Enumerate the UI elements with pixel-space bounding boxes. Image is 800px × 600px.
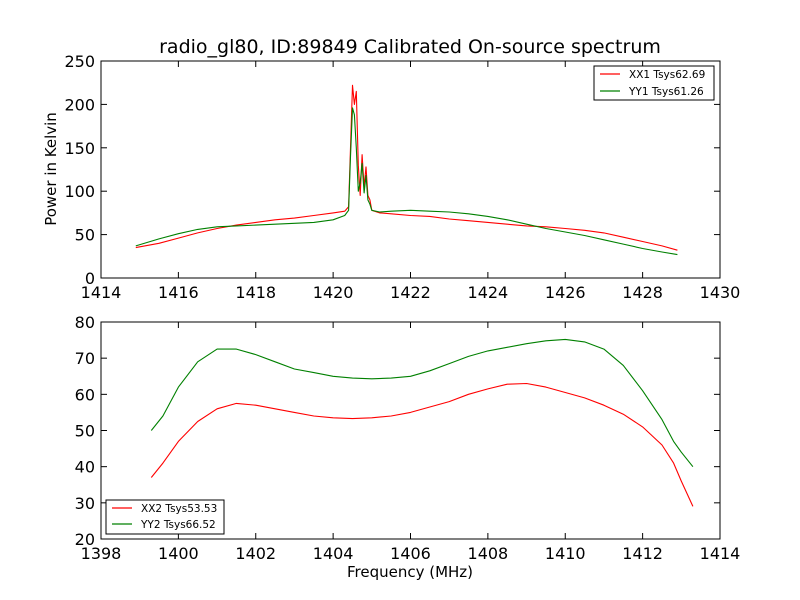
bottom-plot: 1398 1400 1402 1404 1406 1408 1410 1412 1414 20 30… [75,313,741,581]
top-ytick-label: 200 [64,95,95,114]
legend-label-xx2: XX2 Tsys53.53 [141,503,217,515]
bottom-ytick-label: 60 [75,385,95,404]
top-xtick-label: 1414 [81,283,122,302]
bottom-xtick-label: 1414 [700,544,741,563]
bottom-series-yy-line [150,338,694,468]
top-xtick-label: 1416 [158,283,199,302]
bottom-xtick-label: 1408 [468,544,509,563]
top-plot: 1414 1416 1418 1420 1422 1424 1426 1428 1430 0 50 1… [42,52,740,302]
bottom-plot-ticks: 1398 1400 1402 1404 1406 1408 1410 1412 1414 20 30… [75,313,741,563]
bottom-plot-legend: XX2 Tsys53.53 YY2 Tsys66.52 [105,499,225,535]
top-xtick-label: 1430 [700,283,741,302]
bottom-ytick-label: 80 [75,313,95,332]
top-series-yy-line [135,107,678,256]
bottom-ytick-label: 30 [75,494,95,513]
legend-label-yy2: YY2 Tsys66.52 [140,519,216,531]
bottom-series-xx-line [150,382,694,507]
top-xtick-label: 1428 [622,283,663,302]
top-plot-ylabel: Power in Kelvin [42,112,60,226]
top-ytick-label: 150 [64,139,95,158]
bottom-xtick-label: 1410 [545,544,586,563]
top-ytick-label: 50 [75,226,95,245]
top-ytick-label: 100 [64,182,95,201]
top-series-xx-line [135,84,678,251]
bottom-ytick-label: 40 [75,458,95,477]
top-xtick-label: 1422 [390,283,431,302]
bottom-ytick-label: 50 [75,422,95,441]
legend-label-yy1: YY1 Tsys61.26 [628,86,704,98]
chart-title: radio_gl80, ID:89849 Calibrated On-sourc… [159,36,661,58]
bottom-xtick-label: 1404 [313,544,354,563]
bottom-ytick-label: 70 [75,349,95,368]
bottom-plot-xlabel: Frequency (MHz) [347,563,473,581]
top-ytick-label: 250 [64,52,95,71]
bottom-ytick-label: 20 [75,530,95,549]
top-xtick-label: 1426 [545,283,586,302]
bottom-xtick-label: 1406 [390,544,431,563]
bottom-plot-series [150,338,694,507]
bottom-xtick-label: 1400 [158,544,199,563]
bottom-xtick-label: 1402 [235,544,276,563]
legend-label-xx1: XX1 Tsys62.69 [629,69,705,81]
top-plot-ticks: 1414 1416 1418 1420 1422 1424 1426 1428 1430 0 50 1… [64,52,740,302]
top-plot-legend: XX1 Tsys62.69 YY1 Tsys61.26 [593,65,715,101]
top-xtick-label: 1420 [313,283,354,302]
bottom-xtick-label: 1412 [622,544,663,563]
top-plot-series [135,84,678,256]
top-ytick-label: 0 [85,269,95,288]
top-xtick-label: 1424 [468,283,509,302]
top-xtick-label: 1418 [235,283,276,302]
bottom-legend-box [105,499,225,535]
top-legend-box [593,65,715,101]
bottom-xtick-label: 1398 [81,544,122,563]
